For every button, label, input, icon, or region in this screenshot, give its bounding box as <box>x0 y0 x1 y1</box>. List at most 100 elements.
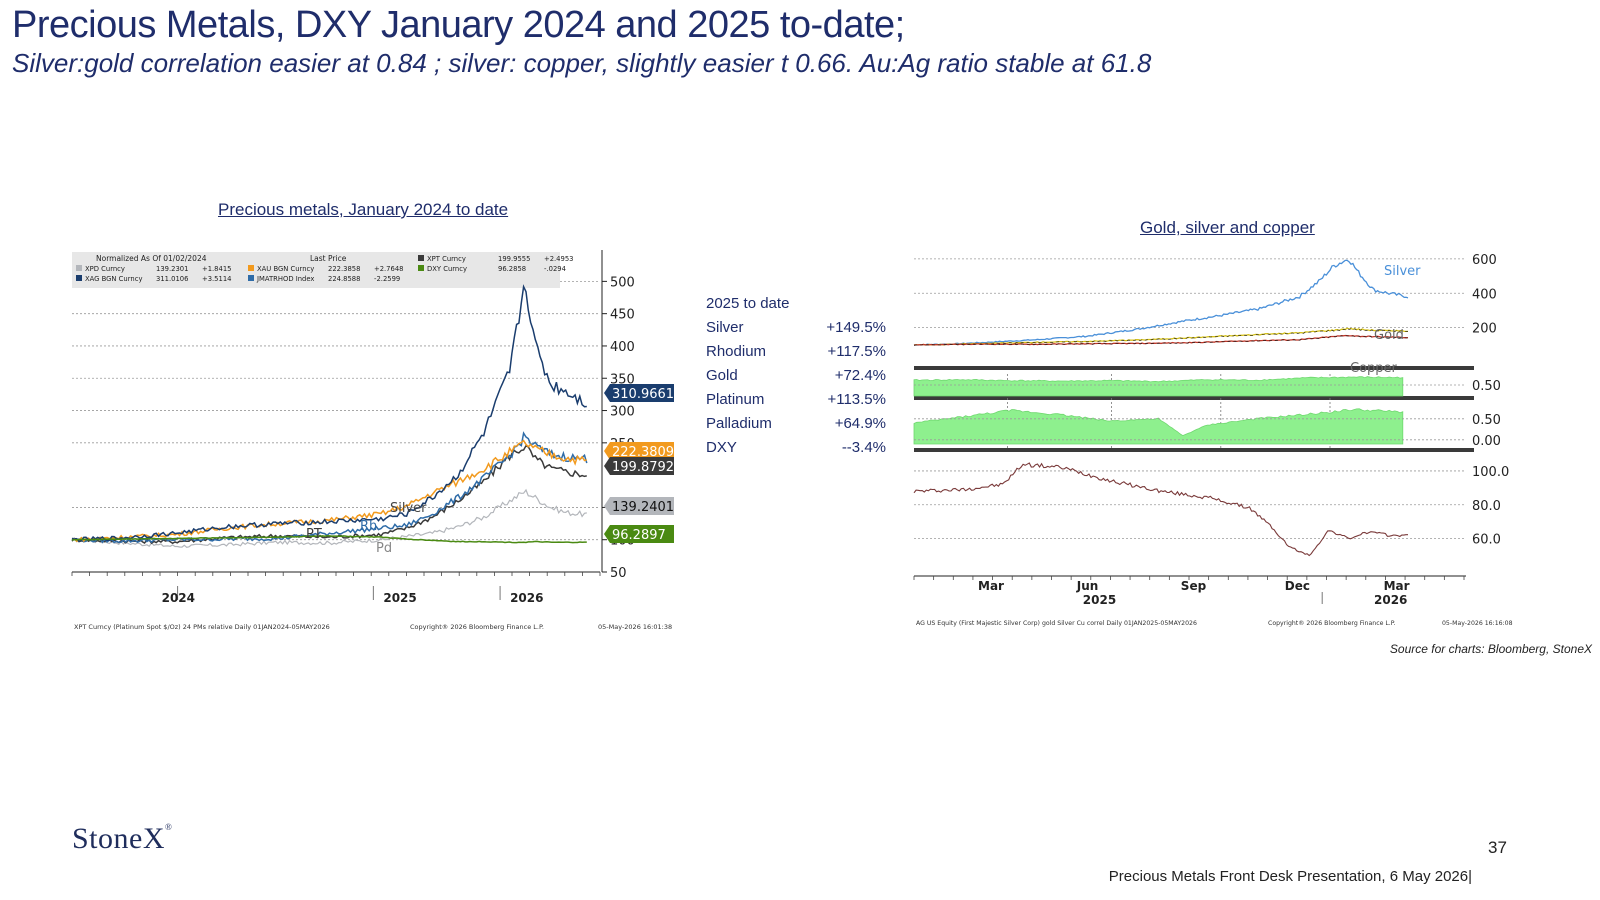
performance-row-platinum: Platinum +113.5% <box>706 388 886 412</box>
inline-series-label: Copper <box>1350 361 1398 376</box>
last-value-label: 199.8792 <box>612 460 674 475</box>
legend-swatch <box>418 265 424 271</box>
left-chart-footer-left: XPT Curncy (Platinum Spot $/Oz) 24 PMs r… <box>74 623 330 631</box>
legend-header-right: Last Price <box>310 254 347 263</box>
performance-name: Platinum <box>706 391 765 408</box>
last-value-label: 222.3809 <box>612 445 674 460</box>
x-tick-label: Dec <box>1285 579 1310 593</box>
performance-value: +64.9% <box>834 415 886 432</box>
logo-text: StoneX <box>72 822 165 855</box>
legend-ticker: XAG BGN Curncy <box>85 275 142 283</box>
y-tick-label: 80.0 <box>1472 499 1501 514</box>
last-value-tag <box>604 442 674 460</box>
legend-change: +2.7648 <box>374 265 403 273</box>
footer-text: Precious Metals Front Desk Presentation,… <box>1108 868 1472 885</box>
series-line-dxy <box>71 534 587 544</box>
y-tick-label: 60.0 <box>1472 533 1501 548</box>
x-tick-label: 2026 <box>510 591 543 605</box>
series-line-silver <box>913 259 1409 346</box>
performance-header: 2025 to date <box>706 295 790 312</box>
last-value-tag <box>604 457 674 475</box>
series-line-palladium <box>72 488 587 548</box>
performance-value: +113.5% <box>827 391 886 408</box>
right-chart-footer-center: Copyright® 2026 Bloomberg Finance L.P. <box>1268 619 1396 627</box>
right-chart-footer-right: 05-May-2026 16:16:08 <box>1442 620 1513 627</box>
last-value-tag <box>604 497 674 515</box>
legend-last: 96.2858 <box>498 265 526 273</box>
performance-row-rhodium: Rhodium +117.5% <box>706 340 886 364</box>
series-line-platinum <box>71 444 587 545</box>
y-tick-label: 0.00 <box>1472 434 1501 449</box>
left-chart-footer-center: Copyright® 2026 Bloomberg Finance L.P. <box>410 623 544 631</box>
left-chart-heading: Precious metals, January 2024 to date <box>218 200 509 219</box>
last-value-tag <box>604 384 674 402</box>
gold-silver-copper-chart: 600 400 200 Silver Gold Copper 0.50 0.50 0.00 100… <box>913 253 1513 627</box>
performance-row-gold: Gold +72.4% <box>706 364 886 388</box>
legend-last: 139.2301 <box>156 265 188 273</box>
legend-swatch <box>248 275 254 281</box>
legend-last: 311.0106 <box>156 275 188 283</box>
y-tick-label: 400 <box>610 340 635 355</box>
performance-value: --3.4% <box>841 439 886 456</box>
performance-name: Silver <box>706 319 744 336</box>
legend-swatch <box>248 265 254 271</box>
legend-change: +1.8415 <box>202 265 231 273</box>
legend-header-left: Normalized As Of 01/02/2024 <box>96 254 207 263</box>
legend-swatch <box>418 255 424 261</box>
performance-name: Palladium <box>706 415 772 432</box>
panel-separator <box>914 366 1474 370</box>
precious-metals-chart: Normalized As Of 01/02/2024 Last Price X… <box>71 250 674 631</box>
performance-name: Rhodium <box>706 343 767 360</box>
y-tick-label: 100.0 <box>1472 465 1509 480</box>
performance-row-palladium: Palladium +64.9% <box>706 412 886 436</box>
inline-series-label: Silver <box>1384 264 1421 279</box>
legend-change: -.0294 <box>544 265 566 273</box>
legend-swatch <box>76 265 82 271</box>
performance-value: +117.5% <box>827 343 886 360</box>
performance-value: +149.5% <box>826 319 886 336</box>
correlation-area-1 <box>913 376 1404 397</box>
left-chart-footer-right: 05-May-2026 16:01:38 <box>598 623 672 631</box>
x-year-label: 2026 <box>1374 593 1407 607</box>
y-tick-label: 600 <box>1472 253 1497 268</box>
last-value-label: 310.9661 <box>612 387 674 402</box>
x-tick-label: 2024 <box>162 591 195 605</box>
right-chart-heading: Gold, silver and copper <box>1140 218 1315 237</box>
x-tick-label: 2025 <box>383 591 416 605</box>
series-line-silver <box>71 284 587 543</box>
page-number: 37 <box>1488 838 1507 857</box>
series-line-copper <box>913 334 1409 346</box>
performance-value: +72.4% <box>834 367 886 384</box>
legend-change: -2.2599 <box>374 275 400 283</box>
legend-last: 222.3858 <box>328 265 360 273</box>
y-tick-label: 300 <box>610 405 635 420</box>
slide-title: Precious Metals, DXY January 2024 and 20… <box>12 4 905 46</box>
performance-row-dxy: DXY --3.4% <box>706 436 886 460</box>
legend-swatch <box>76 275 82 281</box>
panel-separator <box>914 448 1474 452</box>
y-tick-label: 0.50 <box>1472 379 1501 394</box>
series-line-gold-silver-ratio <box>913 462 1408 557</box>
x-tick-label: Mar <box>1384 579 1410 593</box>
y-tick-label: 350 <box>610 372 635 387</box>
legend-ticker: XAU BGN Curncy <box>257 265 314 273</box>
y-tick-label: 500 <box>610 275 635 290</box>
y-tick-label: 400 <box>1472 287 1497 302</box>
y-tick-label: 50 <box>610 566 627 581</box>
chart-legend: Normalized As Of 01/02/2024 Last Price X… <box>72 252 573 288</box>
inline-series-label: Pd <box>376 541 392 556</box>
legend-last: 199.9555 <box>498 255 530 263</box>
last-value-tag <box>604 525 674 543</box>
slide-subtitle: Silver:gold correlation easier at 0.84 ;… <box>12 48 1152 78</box>
legend-ticker: XPD Curncy <box>85 265 125 273</box>
performance-table: 2025 to date Silver +149.5% Rhodium +117.5… <box>706 292 886 460</box>
right-chart-footer-left: AG US Equity (First Majestic Silver Corp… <box>916 620 1197 627</box>
performance-row-silver: Silver +149.5% <box>706 316 886 340</box>
y-tick-label: 450 <box>610 308 635 323</box>
y-tick-label: 0.50 <box>1472 413 1501 428</box>
legend-last: 224.8588 <box>328 275 360 283</box>
x-year-label: 2025 <box>1083 593 1116 607</box>
panel-separator <box>914 396 1474 400</box>
y-tick-label: 200 <box>1472 322 1497 337</box>
last-value-label: 96.2897 <box>612 528 666 543</box>
